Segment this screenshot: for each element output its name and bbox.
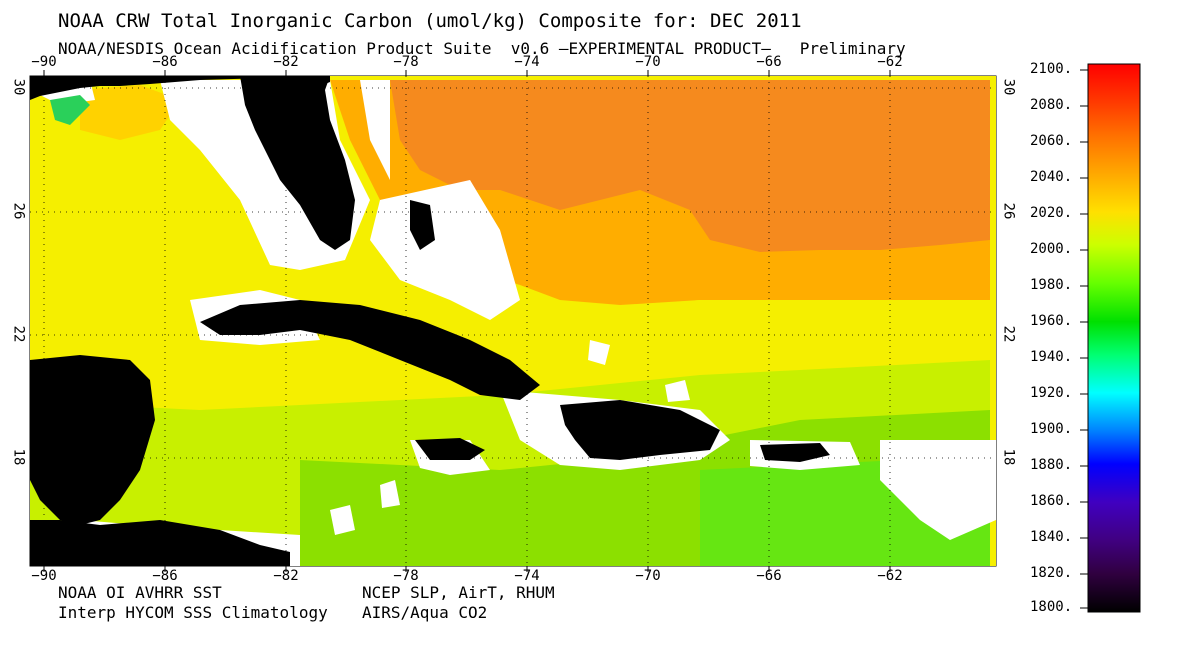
lat-tick-left-label: 30 bbox=[9, 78, 26, 96]
band-light-orange-gulf bbox=[80, 85, 180, 140]
lat-tick-left-label: 22 bbox=[9, 325, 26, 343]
colorbar-label: 1820. bbox=[1030, 565, 1073, 581]
colorbar-label: 2020. bbox=[1030, 205, 1073, 221]
colorbar-label: 1920. bbox=[1030, 385, 1073, 401]
lat-tick-right-label: 26 bbox=[999, 202, 1016, 220]
colorbar-label: 1980. bbox=[1030, 277, 1073, 293]
credit-sst: NOAA OI AVHRR SST bbox=[58, 583, 222, 602]
land-jamaica bbox=[415, 438, 485, 460]
colorbar-label: 1880. bbox=[1030, 457, 1073, 473]
lonlat-grid bbox=[30, 76, 996, 566]
lat-tick-right: 22 bbox=[998, 325, 1018, 343]
credit-co2: AIRS/Aqua CO2 bbox=[362, 603, 488, 622]
colorbar-ticks bbox=[1080, 69, 1088, 609]
colorbar-label: 2100. bbox=[1030, 61, 1073, 77]
map-subtitle: NOAA/NESDIS Ocean Acidification Product … bbox=[58, 39, 906, 58]
lon-tick-top: −86 bbox=[152, 54, 178, 70]
colorbar-label: 1840. bbox=[1030, 529, 1073, 545]
map-title: NOAA CRW Total Inorganic Carbon (umol/kg… bbox=[58, 10, 802, 32]
colorbar-label: 1940. bbox=[1030, 349, 1073, 365]
lat-tick-right-label: 18 bbox=[999, 448, 1016, 466]
land-yucatan bbox=[30, 355, 155, 525]
colorbar-label: 2060. bbox=[1030, 133, 1073, 149]
land-us-gulf-coast bbox=[30, 76, 330, 100]
lat-tick-left-label: 18 bbox=[9, 448, 26, 466]
land-puerto-rico bbox=[760, 443, 830, 462]
lat-tick-right: 18 bbox=[998, 448, 1018, 466]
frame-ticks bbox=[43, 70, 891, 572]
colorbar-label: 2080. bbox=[1030, 97, 1073, 113]
lon-tick-top: −74 bbox=[514, 54, 540, 70]
land-hispaniola bbox=[560, 400, 720, 460]
lat-tick-right-label: 30 bbox=[999, 78, 1016, 96]
lat-tick-left: 26 bbox=[8, 202, 28, 220]
lon-tick-top: −62 bbox=[877, 54, 903, 70]
lon-tick-bottom: −62 bbox=[877, 568, 903, 584]
land-central-america bbox=[30, 520, 290, 566]
colorbar-label: 2040. bbox=[1030, 169, 1073, 185]
lat-tick-left: 22 bbox=[8, 325, 28, 343]
band-dark-orange bbox=[390, 80, 990, 252]
credit-sss: Interp HYCOM SSS Climatology bbox=[58, 603, 328, 622]
lon-tick-top: −90 bbox=[31, 54, 57, 70]
lon-tick-top: −78 bbox=[393, 54, 419, 70]
land-bahamas-andros bbox=[410, 200, 435, 250]
lon-tick-bottom: −74 bbox=[514, 568, 540, 584]
colorbar-label: 1960. bbox=[1030, 313, 1073, 329]
colorbar-label: 1860. bbox=[1030, 493, 1073, 509]
lon-tick-top: −70 bbox=[635, 54, 661, 70]
lat-tick-left: 30 bbox=[8, 78, 28, 96]
lon-tick-bottom: −90 bbox=[31, 568, 57, 584]
coastal-green-patch bbox=[50, 95, 90, 125]
lon-tick-top: −82 bbox=[273, 54, 299, 70]
colorbar-label: 2000. bbox=[1030, 241, 1073, 257]
lon-tick-top: −66 bbox=[756, 54, 782, 70]
lat-tick-right: 30 bbox=[998, 78, 1018, 96]
lon-tick-bottom: −78 bbox=[393, 568, 419, 584]
lat-tick-left-label: 26 bbox=[9, 202, 26, 220]
lat-tick-left: 18 bbox=[8, 448, 28, 466]
lon-tick-bottom: −66 bbox=[756, 568, 782, 584]
credit-met: NCEP SLP, AirT, RHUM bbox=[362, 583, 555, 602]
lon-tick-bottom: −86 bbox=[152, 568, 178, 584]
lon-tick-bottom: −82 bbox=[273, 568, 299, 584]
carbon-field bbox=[30, 76, 996, 566]
lat-tick-right-label: 22 bbox=[999, 325, 1016, 343]
land-masses bbox=[30, 76, 830, 566]
lat-tick-right: 26 bbox=[998, 202, 1018, 220]
colorbar-label: 1800. bbox=[1030, 599, 1073, 615]
lon-tick-bottom: −70 bbox=[635, 568, 661, 584]
land-cuba bbox=[200, 300, 540, 400]
land-florida bbox=[240, 76, 355, 250]
colorbar-label: 1900. bbox=[1030, 421, 1073, 437]
colorbar bbox=[1087, 63, 1141, 613]
